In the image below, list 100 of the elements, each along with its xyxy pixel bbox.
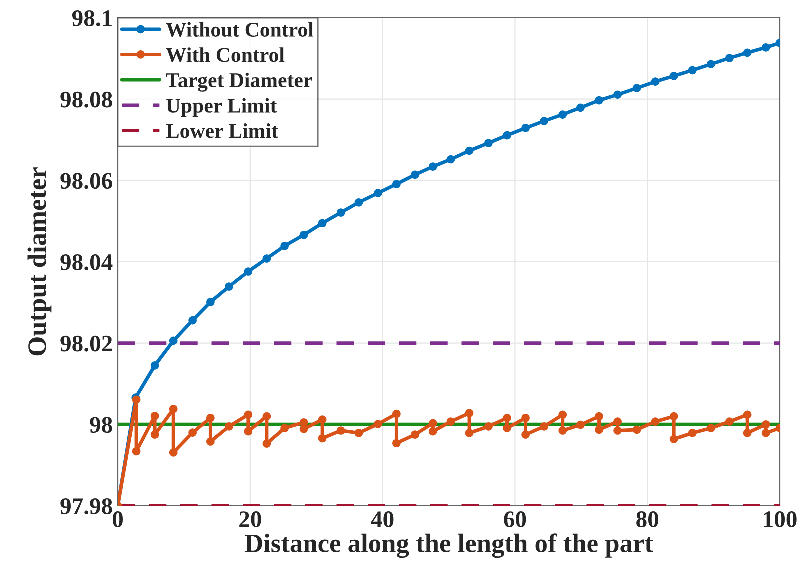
y-tick-label: 98.06	[60, 173, 112, 190]
y-tick-label: 98.02	[60, 336, 112, 352]
point	[262, 440, 272, 448]
point	[762, 429, 770, 438]
point	[206, 414, 215, 422]
point	[411, 430, 420, 439]
point	[206, 298, 215, 306]
point	[169, 448, 178, 457]
point	[392, 180, 401, 188]
point	[188, 316, 197, 325]
point	[614, 418, 622, 426]
y-tick-label: 98.04	[60, 254, 113, 271]
point	[484, 139, 493, 148]
point	[392, 439, 401, 448]
y-tick-label: 98.08	[60, 92, 112, 108]
point	[688, 429, 697, 438]
point	[280, 242, 289, 250]
point	[169, 405, 178, 414]
x-tick-label: 20	[240, 512, 262, 528]
x-axis-title: Distance along the length of the part	[244, 534, 654, 558]
point	[595, 412, 604, 421]
point	[762, 420, 770, 429]
legend-label: Target Diameter	[166, 72, 312, 92]
point	[446, 155, 456, 164]
point	[392, 410, 401, 418]
point	[225, 422, 234, 431]
legend-label: Upper Limit	[166, 98, 278, 118]
point	[651, 78, 660, 86]
point	[632, 84, 642, 93]
point	[576, 104, 585, 112]
point	[522, 124, 530, 132]
point	[503, 414, 512, 422]
point	[318, 219, 327, 228]
point	[465, 409, 474, 418]
point	[614, 90, 622, 100]
point	[150, 412, 160, 420]
point	[411, 170, 420, 180]
point	[706, 60, 716, 69]
point	[300, 230, 308, 240]
point	[374, 189, 382, 198]
point	[244, 427, 253, 436]
point	[651, 418, 660, 426]
point	[244, 410, 253, 420]
point	[576, 420, 585, 430]
point	[503, 131, 512, 140]
point	[762, 44, 770, 52]
y-tick-label: 98	[90, 417, 112, 434]
point	[743, 48, 752, 58]
point	[188, 428, 197, 437]
point	[614, 426, 622, 435]
legend-label: With Control	[166, 48, 285, 62]
x-tick-label: 0	[112, 512, 124, 528]
point	[428, 419, 438, 428]
point	[354, 429, 364, 438]
point	[558, 110, 568, 119]
point	[336, 426, 346, 435]
point	[318, 434, 327, 443]
point	[280, 424, 289, 432]
point	[132, 447, 141, 456]
point	[244, 268, 253, 276]
y-tick-label: 98.1	[72, 10, 112, 27]
point	[743, 410, 752, 420]
point	[558, 426, 568, 435]
y-tick-label: 97.98	[60, 498, 112, 515]
x-tick-label: 80	[636, 512, 659, 528]
x-tick-label: 60	[504, 512, 526, 528]
point	[706, 424, 716, 432]
point	[446, 418, 456, 426]
point	[465, 146, 474, 156]
point	[522, 414, 530, 422]
point	[595, 426, 604, 434]
point	[336, 208, 346, 217]
point	[540, 422, 548, 431]
point	[354, 198, 364, 207]
point	[225, 282, 234, 291]
point	[726, 54, 734, 62]
point	[540, 117, 548, 126]
point	[670, 435, 678, 444]
point	[465, 429, 474, 438]
point	[484, 422, 493, 431]
point	[670, 72, 678, 80]
point	[169, 336, 178, 346]
y-axis-title: Output diameter	[28, 168, 52, 356]
legend-label: Without Control	[166, 22, 314, 38]
point	[743, 429, 752, 438]
point	[688, 66, 697, 75]
point	[595, 96, 604, 105]
point	[428, 427, 438, 436]
point	[262, 254, 272, 263]
x-tick-label: 100	[764, 512, 797, 528]
point	[632, 426, 642, 434]
point	[150, 362, 160, 370]
point	[558, 410, 568, 420]
point	[150, 430, 160, 439]
point	[670, 412, 678, 421]
point	[428, 162, 438, 172]
point	[503, 424, 512, 432]
point	[132, 396, 141, 404]
point	[206, 438, 215, 446]
point	[726, 418, 734, 426]
